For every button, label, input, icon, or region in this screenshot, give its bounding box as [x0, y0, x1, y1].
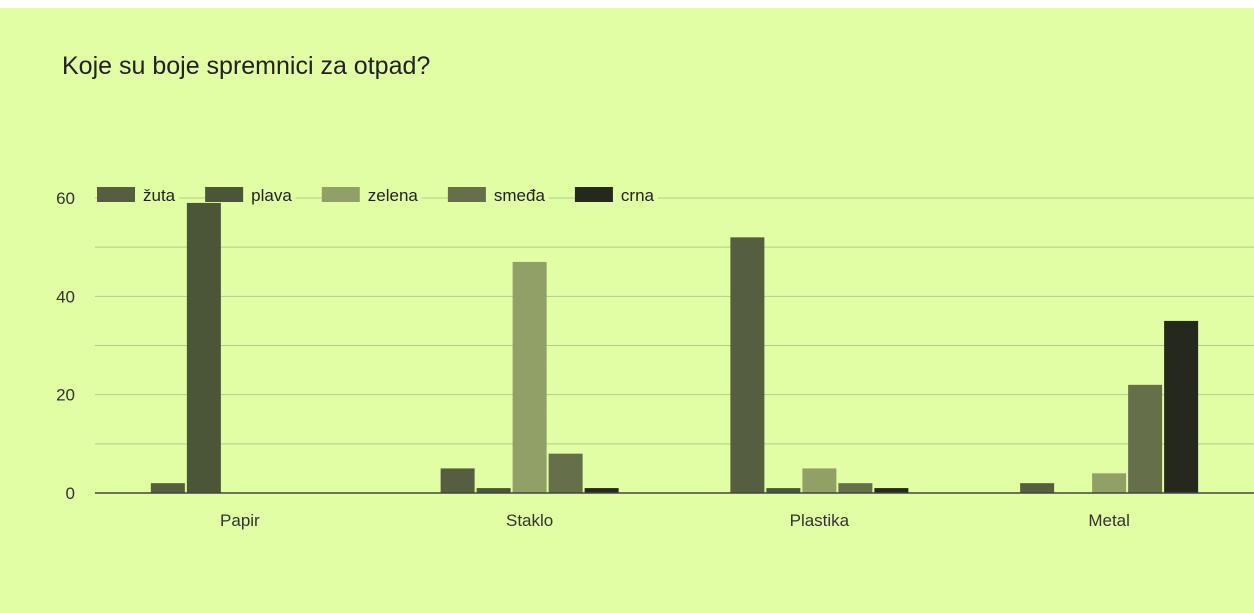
legend-swatch-2	[321, 187, 360, 202]
bar-plastika-0	[730, 237, 765, 493]
bar-staklo-2	[512, 261, 547, 493]
x-tick-label: Metal	[1088, 511, 1130, 530]
bar-plastika-4	[874, 488, 909, 493]
y-tick-label: 20	[56, 386, 75, 405]
chart-title: Koje su boje spremnici za otpad?	[62, 52, 431, 80]
legend-label-3: smeđa	[494, 186, 546, 205]
y-tick-label: 40	[56, 287, 75, 306]
x-tick-label: Staklo	[506, 511, 553, 530]
bar-staklo-0	[440, 468, 475, 493]
legend-label-bg	[610, 184, 658, 204]
legend-label-bg	[241, 184, 296, 204]
legend-label-bg	[357, 184, 422, 204]
bar-papir-0	[150, 483, 185, 493]
bar-staklo-1	[476, 488, 511, 493]
bar-metal-2	[1092, 473, 1127, 493]
legend-label-0: žuta	[143, 186, 176, 205]
y-tick-label: 60	[56, 189, 75, 208]
legend-label-bg	[133, 184, 180, 204]
legend-swatch-4	[574, 187, 613, 202]
page-strip	[0, 0, 1254, 8]
bar-plastika-2	[802, 468, 837, 493]
bar-plastika-1	[766, 488, 801, 493]
bar-metal-3	[1128, 384, 1163, 493]
legend-label-2: zelena	[368, 186, 419, 205]
legend-swatch-3	[447, 187, 486, 202]
x-tick-label: Papir	[220, 511, 260, 530]
bar-metal-4	[1164, 320, 1199, 493]
x-tick-label: Plastika	[790, 511, 850, 530]
legend-label-1: plava	[251, 186, 292, 205]
bar-staklo-4	[584, 488, 619, 493]
y-tick-label: 0	[66, 484, 75, 503]
bar-staklo-3	[548, 453, 583, 493]
legend-label-bg	[483, 184, 549, 204]
legend-swatch-0	[97, 187, 135, 202]
legend-label-4: crna	[621, 186, 655, 205]
bar-plastika-3	[838, 483, 873, 493]
bar-metal-0	[1020, 483, 1055, 493]
bar-papir-1	[186, 202, 221, 493]
legend-swatch-1	[205, 187, 244, 202]
